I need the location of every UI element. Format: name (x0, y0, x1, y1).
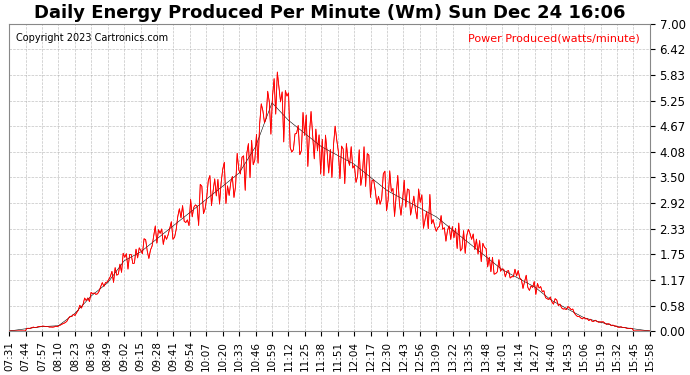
Line: Power Produced(watts/minute): Power Produced(watts/minute) (9, 72, 650, 331)
Power Produced(watts/minute) (82, 298, 90, 303)
Legend: Power Produced(watts/minute): Power Produced(watts/minute) (464, 29, 644, 48)
Power Produced(watts/minute) (5, 329, 13, 333)
Text: Copyright 2023 Cartronics.com: Copyright 2023 Cartronics.com (16, 33, 168, 43)
Power Produced(watts/minute) (646, 329, 654, 333)
Power Produced(watts/minute) (410, 194, 418, 198)
Power Produced(watts/minute) (214, 177, 222, 182)
Power Produced(watts/minute) (472, 237, 480, 242)
Title: Daily Energy Produced Per Minute (Wm) Sun Dec 24 16:06: Daily Energy Produced Per Minute (Wm) Su… (34, 4, 625, 22)
Power Produced(watts/minute) (469, 232, 477, 236)
Power Produced(watts/minute) (273, 70, 282, 74)
Power Produced(watts/minute) (259, 108, 267, 113)
